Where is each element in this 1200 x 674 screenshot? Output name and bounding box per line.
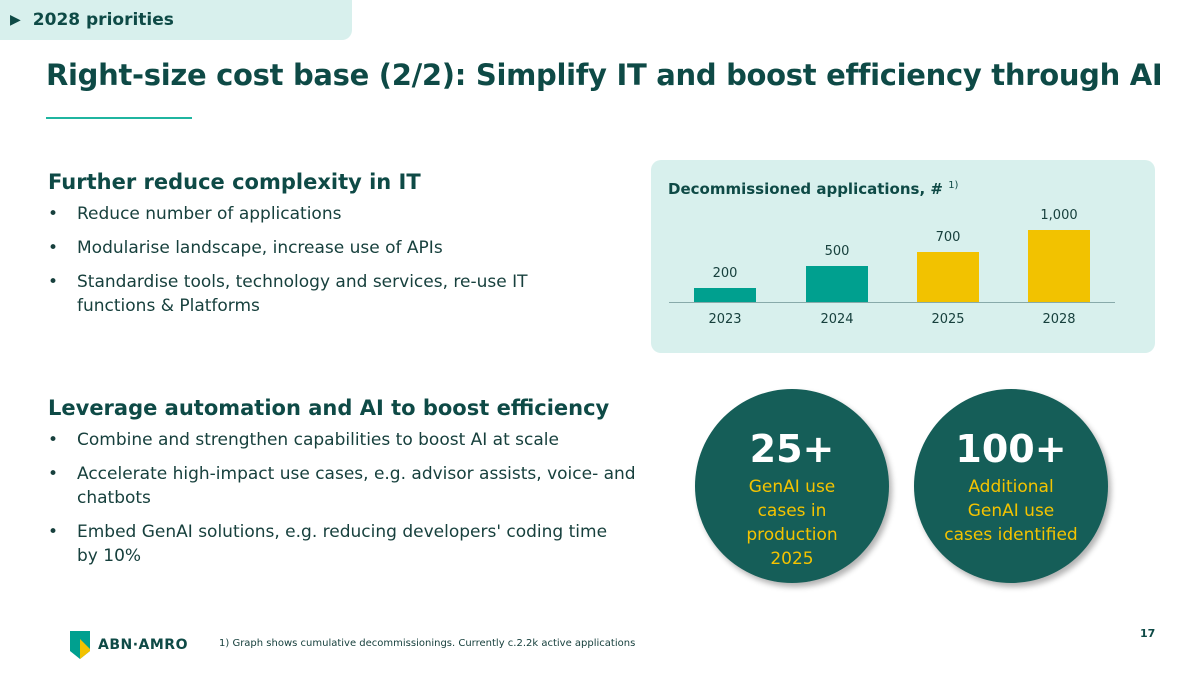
stat-value: 25+ [749, 427, 835, 471]
play-triangle-icon: ▶ [10, 12, 21, 28]
tag-label: 2028 priorities [32, 10, 174, 30]
bullet: Standardise tools, technology and servic… [48, 270, 597, 318]
bullet: Embed GenAI solutions, e.g. reducing dev… [48, 520, 622, 568]
bullet: Modularise landscape, increase use of AP… [48, 236, 648, 260]
page-number: 17 [1140, 627, 1156, 640]
category-label: 2028 [1042, 312, 1076, 327]
section-tag: ▶ 2028 priorities [0, 0, 352, 40]
bar-2023 [694, 287, 756, 302]
page-title: Right-size cost base (2/2): Simplify IT … [46, 58, 1163, 92]
bullet: Reduce number of applications [48, 202, 648, 226]
chart-title: Decommissioned applications, # 1) [668, 180, 959, 198]
decommissioned-apps-chart: Decommissioned applications, # 1) 200 202… [651, 160, 1155, 353]
bar-2025 [917, 251, 979, 302]
value-label: 500 [824, 244, 850, 259]
section-automation-ai: Leverage automation and AI to boost effi… [48, 396, 648, 578]
category-label: 2024 [820, 312, 854, 327]
x-axis [669, 302, 1115, 303]
bullet: Accelerate high-impact use cases, e.g. a… [48, 462, 642, 510]
value-label: 1,000 [1040, 208, 1078, 223]
logo-text: ABN·AMRO [98, 637, 188, 653]
footnote: 1) Graph shows cumulative decommissionin… [219, 638, 636, 649]
shield-logo-icon [70, 631, 90, 659]
stat-value: 100+ [955, 427, 1067, 471]
bar-2028 [1028, 230, 1090, 302]
section-heading: Further reduce complexity in IT [48, 170, 421, 194]
stat-circle-genai-identified: 100+ Additional GenAI use cases identifi… [914, 389, 1108, 583]
bar-2024 [806, 266, 868, 302]
abn-amro-logo: ABN·AMRO [70, 631, 188, 659]
section-heading: Leverage automation and AI to boost effi… [48, 396, 610, 420]
section-it-complexity: Further reduce complexity in IT Reduce n… [48, 170, 648, 328]
stat-label: Additional GenAI use cases identified [944, 477, 1078, 545]
stat-label: GenAI use cases in production 2025 [746, 477, 838, 569]
title-underline [46, 117, 192, 119]
value-label: 700 [935, 229, 961, 245]
category-label: 2023 [708, 312, 742, 327]
bullet: Combine and strengthen capabilities to b… [48, 428, 648, 452]
stat-circle-genai-production: 25+ GenAI use cases in production 2025 [695, 389, 889, 583]
value-label: 200 [712, 265, 738, 281]
category-label: 2025 [931, 312, 965, 327]
